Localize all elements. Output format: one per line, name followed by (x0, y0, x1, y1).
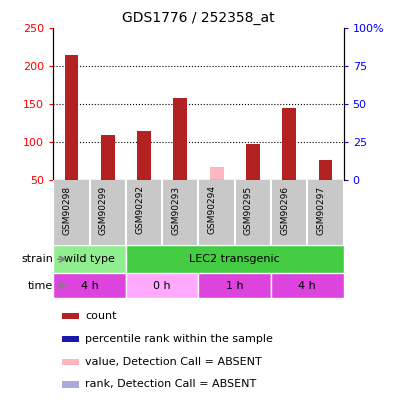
Text: GSM90297: GSM90297 (316, 185, 325, 234)
Text: time: time (28, 281, 53, 290)
Text: GSM90296: GSM90296 (280, 185, 289, 234)
Bar (271, 273, 344, 298)
Text: 4 h: 4 h (299, 281, 316, 290)
Bar (319, 160, 333, 180)
Text: GSM90298: GSM90298 (62, 185, 71, 234)
Bar (199, 273, 271, 298)
Text: percentile rank within the sample: percentile rank within the sample (85, 334, 273, 344)
Text: GSM90295: GSM90295 (244, 185, 253, 234)
Bar (246, 144, 260, 180)
Text: wild type: wild type (64, 254, 115, 264)
Bar (282, 108, 296, 180)
Point (213, 13, 220, 19)
Title: GDS1776 / 252358_at: GDS1776 / 252358_at (122, 11, 275, 25)
Bar (53, 245, 126, 273)
Text: GSM90294: GSM90294 (208, 185, 216, 234)
Bar (173, 98, 187, 180)
Text: LEC2 transgenic: LEC2 transgenic (190, 254, 280, 264)
Text: value, Detection Call = ABSENT: value, Detection Call = ABSENT (85, 357, 262, 367)
Bar (64, 55, 78, 180)
Text: GSM90293: GSM90293 (171, 185, 181, 234)
Bar (126, 245, 344, 273)
Text: 4 h: 4 h (81, 281, 98, 290)
Text: rank, Detection Call = ABSENT: rank, Detection Call = ABSENT (85, 379, 256, 390)
Bar (62, 358, 79, 365)
Bar (62, 313, 79, 320)
Text: 0 h: 0 h (153, 281, 171, 290)
Text: GSM90299: GSM90299 (99, 185, 108, 234)
Text: count: count (85, 311, 117, 321)
Bar (210, 166, 224, 180)
Point (322, 0, 329, 4)
Bar (62, 382, 79, 388)
Text: GSM90292: GSM90292 (135, 185, 144, 234)
Text: strain: strain (21, 254, 53, 264)
Bar (126, 273, 199, 298)
Text: 1 h: 1 h (226, 281, 244, 290)
Bar (53, 273, 126, 298)
Bar (101, 134, 115, 180)
Bar (137, 131, 151, 180)
Bar (62, 336, 79, 342)
